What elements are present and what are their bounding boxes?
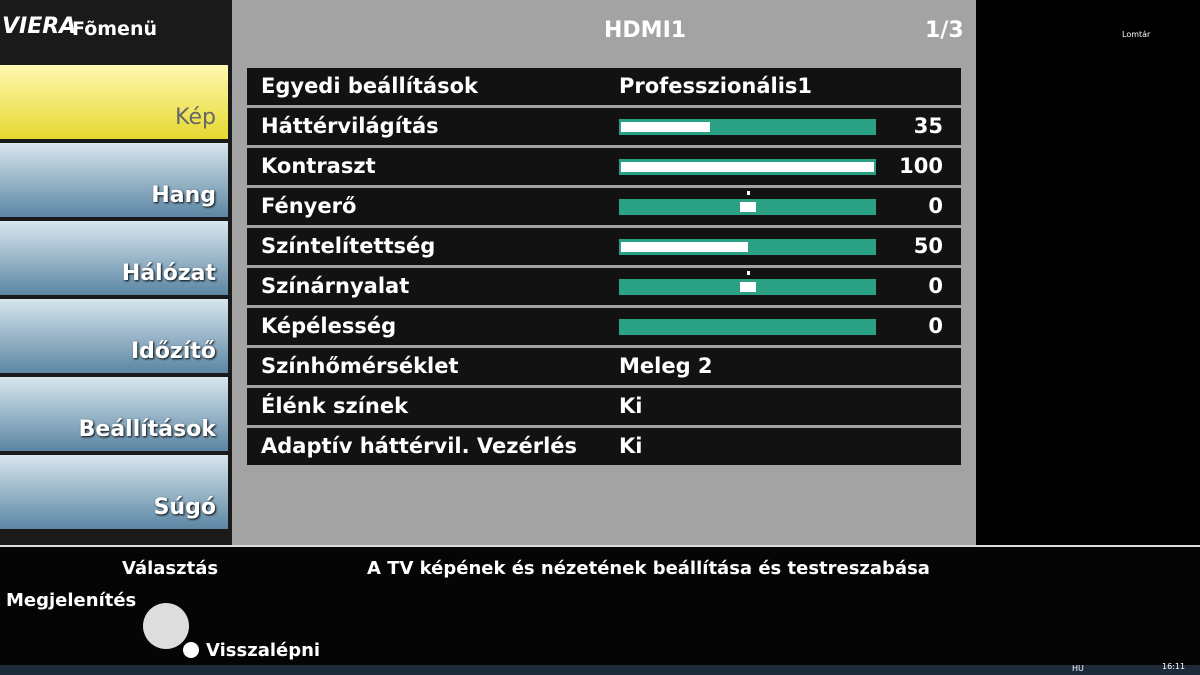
help-description: A TV képének és nézetének beállítása és … (367, 558, 930, 579)
setting-row[interactable]: Egyedi beállítások Professzionális1 (247, 68, 961, 105)
menu-item[interactable]: Súgó (0, 455, 228, 529)
setting-number: 35 (913, 114, 943, 138)
setting-row[interactable]: Kontraszt 100 (247, 148, 961, 185)
menu-item[interactable]: Időzítő (0, 299, 228, 373)
menu-item[interactable]: Kép (0, 65, 228, 139)
remote-dpad (143, 603, 189, 649)
setting-number: 50 (913, 234, 943, 258)
main-menu-title: Fõmenü (72, 18, 157, 40)
help-select: Választás (122, 558, 219, 579)
help-bar (0, 545, 1200, 665)
menu-item[interactable]: Hang (0, 143, 228, 217)
language: HU (1072, 664, 1084, 673)
slider-track (619, 159, 876, 175)
setting-label: Színtelítettség (261, 234, 436, 258)
setting-value: Ki (619, 394, 643, 418)
slider-tick (746, 191, 750, 195)
setting-value: Professzionális1 (619, 74, 813, 98)
setting-label: Élénk színek (261, 394, 409, 418)
slider-track (619, 119, 876, 135)
setting-row[interactable]: Színárnyalat 0 (247, 268, 961, 305)
help-display: Megjelenítés (6, 590, 137, 611)
slider-tick (746, 271, 750, 275)
menu-item[interactable]: Hálózat (0, 221, 228, 295)
setting-label: Háttérvilágítás (261, 114, 439, 138)
setting-row[interactable]: Fényerő 0 (247, 188, 961, 225)
slider-track (619, 239, 876, 255)
slider-track (619, 279, 876, 295)
setting-row[interactable]: Színhőmérséklet Meleg 2 (247, 348, 961, 385)
slider-track (619, 199, 876, 215)
source: HDMI1 (604, 18, 687, 43)
clock: 16:11 (1162, 662, 1186, 671)
slider-fill (621, 162, 874, 172)
help-back: Visszalépni (206, 640, 321, 661)
setting-number: 0 (928, 274, 943, 298)
slider-fill (621, 242, 748, 252)
brand: VIERA (2, 14, 77, 39)
menu-item[interactable]: Beállítások (0, 377, 228, 451)
back-button (183, 642, 199, 658)
setting-label: Fényerő (261, 194, 357, 218)
recycle-bin: Lomtár (1122, 30, 1151, 39)
slider-fill (621, 122, 710, 132)
slider-marker (739, 282, 756, 292)
slider-marker (739, 202, 756, 212)
taskbar (0, 665, 1200, 675)
setting-value: Meleg 2 (619, 354, 713, 378)
setting-row[interactable]: Adaptív háttérvil. Vezérlés Ki (247, 428, 961, 465)
setting-value: Ki (619, 434, 643, 458)
setting-row[interactable]: Képélesség 0 (247, 308, 961, 345)
setting-row[interactable]: Háttérvilágítás 35 (247, 108, 961, 145)
setting-label: Színárnyalat (261, 274, 410, 298)
setting-number: 0 (928, 194, 943, 218)
setting-label: Egyedi beállítások (261, 74, 478, 98)
page-indicator: 1/3 (925, 18, 964, 43)
setting-row[interactable]: Színtelítettség 50 (247, 228, 961, 265)
setting-label: Kontraszt (261, 154, 376, 178)
slider-track (619, 319, 876, 335)
setting-label: Adaptív háttérvil. Vezérlés (261, 434, 578, 458)
setting-label: Színhőmérséklet (261, 354, 459, 378)
setting-number: 100 (899, 154, 943, 178)
setting-row[interactable]: Élénk színek Ki (247, 388, 961, 425)
setting-label: Képélesség (261, 314, 397, 338)
setting-number: 0 (928, 314, 943, 338)
